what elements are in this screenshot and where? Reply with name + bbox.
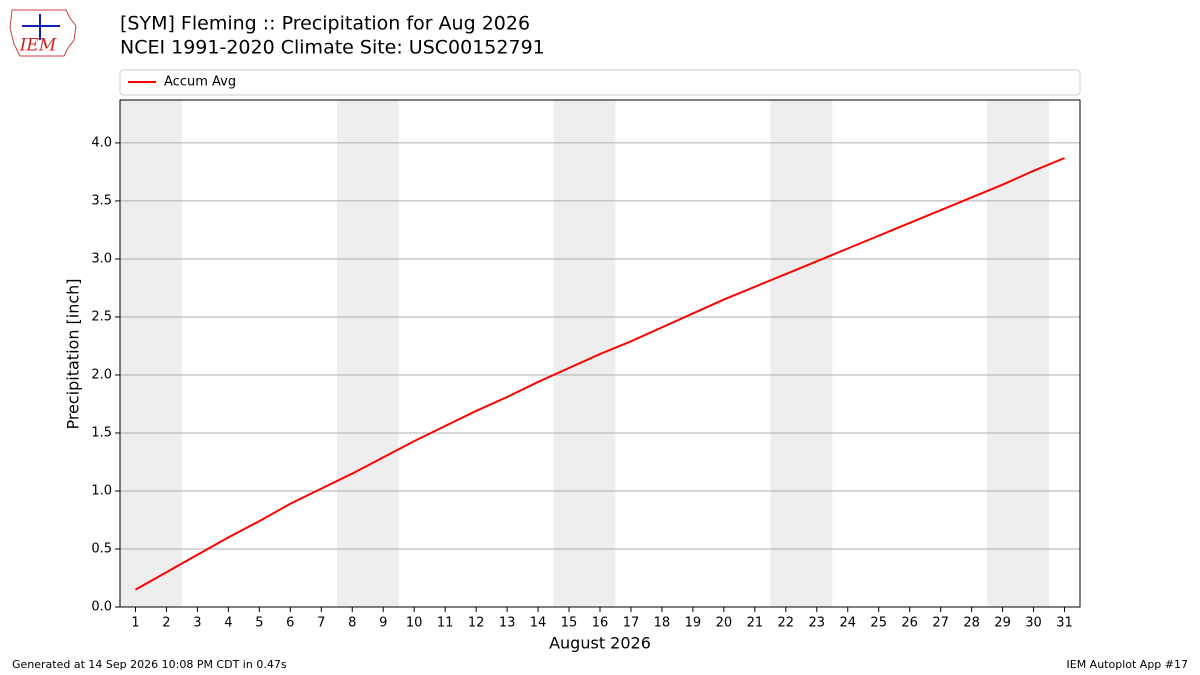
x-tick-label: 27 <box>932 616 949 631</box>
x-tick-label: 22 <box>778 616 795 631</box>
y-tick-label: 0.5 <box>91 541 112 556</box>
logo-text: IEM <box>19 36 57 56</box>
x-tick-label: 4 <box>224 616 232 631</box>
x-tick-label: 17 <box>623 616 640 631</box>
y-tick-label: 3.0 <box>91 251 112 266</box>
x-tick-label: 7 <box>317 616 325 631</box>
x-tick-label: 20 <box>716 616 733 631</box>
y-tick-label: 1.5 <box>91 425 112 440</box>
weekend-band <box>987 100 1050 607</box>
plot-frame <box>119 99 1081 608</box>
x-tick-label: 1 <box>131 616 139 631</box>
y-tick-label: 2.5 <box>91 309 112 324</box>
x-tick-label: 24 <box>839 616 856 631</box>
x-tick-label: 10 <box>406 616 423 631</box>
chart-subtitle: NCEI 1991-2020 Climate Site: USC00152791 <box>120 37 545 59</box>
x-tick-label: 16 <box>592 616 609 631</box>
x-tick-label: 29 <box>994 616 1011 631</box>
y-tick-label: 4.0 <box>91 135 112 150</box>
y-tick-label: 0.0 <box>91 600 112 615</box>
x-tick-label: 9 <box>379 616 387 631</box>
x-tick-label: 23 <box>809 616 826 631</box>
x-tick-label: 19 <box>685 616 702 631</box>
data-line <box>134 157 1065 591</box>
x-tick-label: 28 <box>963 616 980 631</box>
footer-left: Generated at 14 Sep 2026 10:08 PM CDT in… <box>12 658 287 671</box>
legend-box <box>119 69 1081 96</box>
x-axis-label: August 2026 <box>549 634 651 653</box>
x-tick-label: 11 <box>437 616 454 631</box>
x-tick-label: 31 <box>1056 616 1073 631</box>
x-tick-label: 13 <box>499 616 516 631</box>
x-tick-label: 15 <box>561 616 578 631</box>
x-tick-label: 8 <box>348 616 356 631</box>
x-tick-label: 14 <box>530 616 547 631</box>
y-tick-label: 3.5 <box>91 193 112 208</box>
weekend-band <box>120 100 182 607</box>
x-tick-label: 2 <box>162 616 170 631</box>
x-tick-label: 26 <box>901 616 918 631</box>
x-tick-label: 25 <box>870 616 887 631</box>
x-tick-label: 30 <box>1025 616 1042 631</box>
x-tick-label: 6 <box>286 616 294 631</box>
weekend-band <box>770 100 833 607</box>
footer-right: IEM Autoplot App #17 <box>1067 658 1189 671</box>
x-tick-label: 12 <box>468 616 485 631</box>
y-axis-label: Precipitation [inch] <box>64 278 83 429</box>
weekend-band <box>336 100 399 607</box>
y-tick-label: 2.0 <box>91 367 112 382</box>
chart-title: [SYM] Fleming :: Precipitation for Aug 2… <box>120 13 530 35</box>
x-tick-label: 3 <box>193 616 201 631</box>
logo: IEM <box>9 9 77 57</box>
x-tick-label: 5 <box>255 616 263 631</box>
logo-outline <box>9 9 77 57</box>
legend-label: Accum Avg <box>164 75 236 90</box>
y-tick-label: 1.0 <box>91 483 112 498</box>
weekend-band <box>553 100 616 607</box>
x-tick-label: 21 <box>747 616 764 631</box>
x-tick-label: 18 <box>654 616 671 631</box>
